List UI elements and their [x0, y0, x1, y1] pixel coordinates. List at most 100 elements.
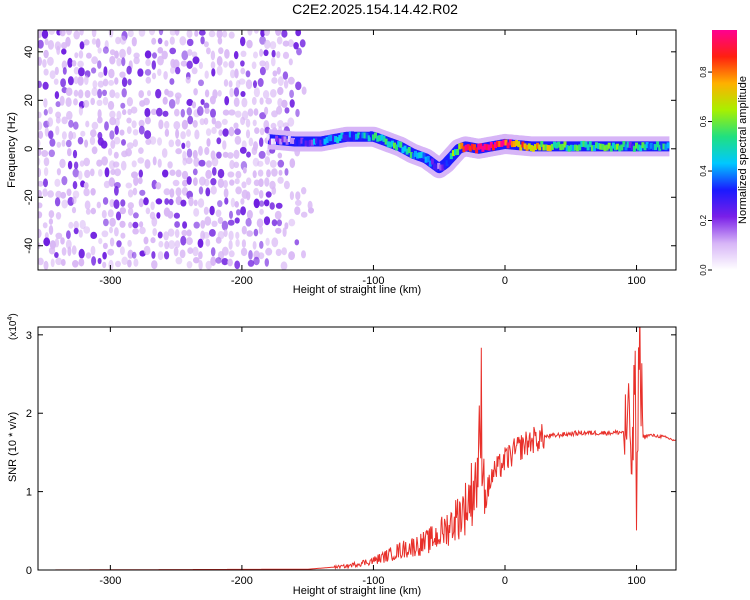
spectrogram-noise-cell	[181, 229, 188, 237]
ridge-cell	[557, 141, 561, 148]
spectrogram-noise-cell	[43, 178, 48, 188]
ridge-cell	[567, 145, 571, 152]
spectrogram-noise-cell	[84, 169, 91, 179]
spectrogram-noise-cell	[107, 209, 114, 218]
ridge-cell	[630, 144, 634, 151]
spectrogram-noise-cell	[242, 167, 247, 174]
ridge-cell	[380, 134, 384, 141]
spectrogram-noise-cell	[127, 239, 132, 247]
colorbar-ticks: 0.0 0.2 0.4 0.6 0.8	[699, 66, 712, 276]
ridge-cell	[479, 143, 483, 150]
spectrogram-noise-cell	[138, 90, 144, 99]
ridge-cell	[273, 138, 276, 145]
spectrogram-noise-cell	[295, 108, 300, 118]
x-tick-label: -100	[362, 275, 384, 287]
spectrogram-noise-cell	[246, 191, 251, 201]
spectrogram-noise-cell	[218, 129, 223, 136]
spectrogram-noise-cell	[162, 96, 168, 105]
spectrogram-noise-cell	[114, 125, 119, 135]
spectrogram-noise-cell	[155, 88, 162, 99]
spectrogram-noise-cell	[83, 188, 90, 197]
snr-frame	[37, 326, 677, 571]
spectrogram-noise-cell	[73, 30, 80, 40]
ridge-cell	[294, 139, 298, 146]
y-tick-label: 40	[23, 46, 35, 58]
spectrogram-noise-cell	[193, 221, 200, 229]
spectrogram-noise-cell	[164, 198, 170, 205]
spectrogram-noise-cell	[193, 177, 198, 187]
spectrogram-noise-cell	[204, 216, 212, 226]
spectrogram-noise-cell	[161, 50, 168, 60]
spectrogram-noise-cell	[241, 97, 248, 108]
spectrogram-noise-cell	[131, 160, 137, 168]
spectrogram-noise-cell	[186, 98, 194, 107]
spectrogram-noise-cell	[253, 250, 260, 260]
spectrogram-noise-cell	[253, 256, 260, 266]
spectrogram-noise-cell	[269, 202, 275, 210]
spectrogram-noise-cell	[109, 49, 116, 56]
spectrogram-signal-ridge	[259, 126, 676, 179]
spectrogram-noise-cell	[164, 251, 170, 260]
spectrogram-noise-cell	[155, 198, 163, 205]
spectrogram-noise-cell	[203, 41, 209, 48]
ridge-cell	[384, 138, 388, 145]
spectrogram-noise-cell	[187, 115, 194, 125]
spectrogram-noise-cell	[277, 76, 284, 87]
spectrogram-noise-cell	[265, 237, 270, 246]
spectrogram-noise-cell	[120, 160, 127, 171]
spectrogram-noise-cell	[228, 250, 235, 258]
spectrogram-noise-cell	[192, 168, 198, 176]
ridge-cell	[403, 145, 407, 152]
spectrogram-noise-cell	[61, 247, 67, 256]
spectrogram-noise-cell	[282, 51, 290, 60]
ridge-cell	[460, 142, 464, 149]
spectrogram-noise-cell	[229, 179, 235, 186]
spectrogram-noise-cell	[113, 199, 120, 209]
ridge-cell	[411, 153, 415, 159]
spectrogram-x-axis-label: Height of straight line (km)	[293, 284, 421, 296]
spectrogram-noise-cell	[138, 147, 144, 155]
spectrogram-noise-cell	[54, 197, 61, 207]
spectrogram-noise-cell	[239, 146, 247, 154]
spectrogram-noise-cell	[210, 247, 216, 257]
spectrogram-noise-cell	[186, 148, 193, 158]
spectrogram-noise-cell	[191, 101, 197, 109]
spectrogram-noise-cell	[185, 140, 191, 149]
spectrogram-noise-cell	[259, 200, 265, 207]
spectrogram-noise-cell	[127, 78, 132, 86]
spectrogram-noise-cell	[246, 39, 253, 49]
spectrogram-noise-cell	[107, 248, 115, 256]
ridge-cell	[550, 143, 554, 150]
spectrogram-noise-cell	[90, 188, 96, 196]
spectrogram-noise-cell	[138, 198, 144, 208]
spectrogram-noise-cell	[122, 109, 127, 116]
spectrogram-noise-cell	[228, 230, 234, 241]
spectrogram-noise-cell	[258, 150, 266, 159]
ridge-cell	[618, 145, 622, 152]
spectrogram-noise-cell	[174, 229, 180, 238]
spectrogram-noise-cell	[227, 258, 233, 267]
spectrogram-noise-cell	[282, 71, 289, 80]
spectrogram-noise-cell	[198, 251, 203, 260]
spectrogram-noise-cell	[138, 30, 146, 37]
ridge-cell	[285, 138, 289, 145]
spectrogram-noise-cell	[192, 120, 198, 128]
spectrogram-noise-cell	[192, 56, 200, 65]
ridge-cell	[340, 132, 344, 139]
spectrogram-noise-cell	[83, 157, 90, 167]
spectrogram-noise-cell	[174, 240, 181, 249]
spectrogram-noise-cell	[126, 142, 134, 150]
spectrogram-noise-cell	[78, 229, 83, 238]
ridge-cell	[447, 158, 451, 164]
spectrogram-noise-cell	[90, 97, 95, 106]
spectrogram-noise-cell	[209, 205, 215, 216]
spectrogram-noise-cell	[79, 160, 85, 167]
spectrogram-noise-cell	[277, 176, 284, 184]
spectrogram-noise-cell	[155, 182, 162, 190]
spectrogram-noise-cell	[138, 119, 145, 128]
spectrogram-noise-cell	[301, 187, 307, 195]
spectrogram-noise-cell	[185, 237, 193, 246]
ridge-cell	[571, 145, 575, 151]
spectrogram-noise-cell	[38, 167, 42, 178]
ridge-cell	[388, 141, 392, 148]
